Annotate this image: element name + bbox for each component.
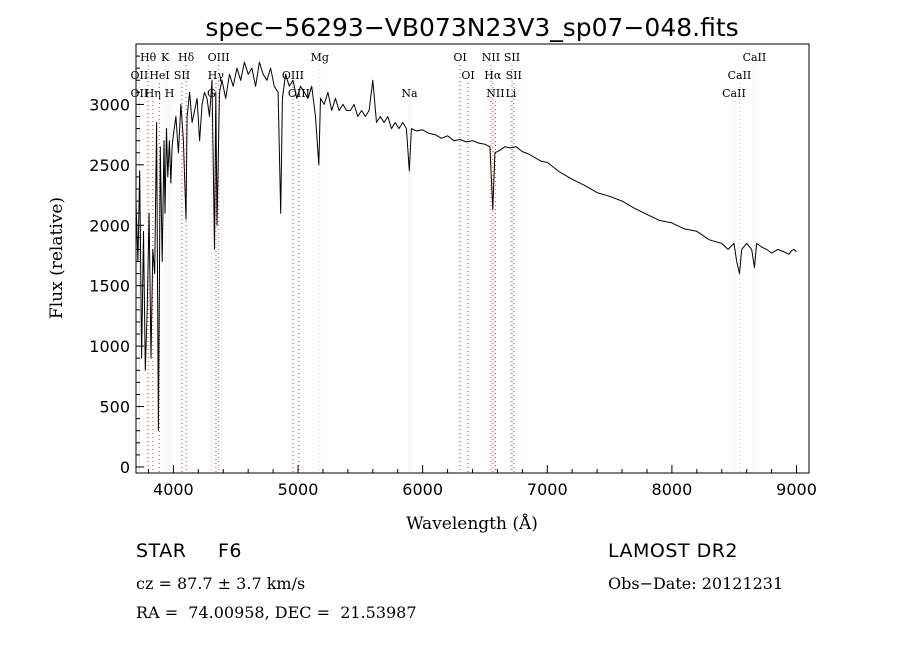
- y-tick-label-4: 2000: [89, 216, 130, 235]
- x-tick-label-5: 9000: [776, 480, 817, 499]
- marker-label-21: SII: [506, 69, 522, 82]
- object-subclass: F6: [218, 540, 243, 562]
- marker-label-22: NII: [486, 87, 504, 100]
- x-tick-label-1: 5000: [278, 480, 319, 499]
- coords-line: RA = 74.00958, DEC = 21.53987: [136, 603, 417, 622]
- y-tick-label-5: 2500: [89, 156, 130, 175]
- y-tick-label-1: 500: [99, 398, 130, 417]
- marker-label-9: OIII: [208, 51, 230, 64]
- marker-label-25: CaII: [728, 69, 752, 82]
- marker-label-6: H: [165, 87, 175, 100]
- y-tick-label-6: 3000: [89, 95, 130, 114]
- y-axis: 0 500 1000 1500 2000 2500 3000: [89, 55, 144, 477]
- marker-label-14: Mg: [311, 51, 329, 64]
- plot-frame: [135, 43, 810, 474]
- marker-label-26: CaII: [722, 87, 746, 100]
- marker-label-1: OII: [131, 69, 149, 82]
- y-tick-label-2: 1000: [89, 337, 130, 356]
- marker-label-23: Li: [505, 87, 516, 100]
- marker-label-8: Hδ: [178, 51, 195, 64]
- marker-label-24: CaII: [743, 51, 767, 64]
- chart-title: spec−56293−VB073N23V3_sp07−048.fits: [205, 13, 738, 42]
- marker-label-15: Na: [401, 87, 418, 100]
- x-tick-label-2: 6000: [402, 480, 443, 499]
- redshift-line: cz = 87.7 ± 3.7 km/s: [136, 574, 306, 593]
- series-layer: [135, 61, 797, 432]
- y-axis-label: Flux (relative): [47, 197, 67, 319]
- marker-label-13: OIII: [288, 87, 310, 100]
- marker-label-10: Hγ: [208, 69, 225, 82]
- obs-date-line: Obs−Date: 20121231: [608, 574, 784, 593]
- x-axis-label: Wavelength (Å): [406, 513, 538, 534]
- marker-label-19: SII: [504, 51, 520, 64]
- marker-label-7: SII: [174, 69, 190, 82]
- marker-label-0: Hθ: [140, 51, 157, 64]
- y-tick-label-0: 0: [120, 458, 130, 477]
- marker-label-18: NII: [482, 51, 500, 64]
- x-tick-label-4: 8000: [652, 480, 693, 499]
- x-tick-label-0: 4000: [153, 480, 194, 499]
- marker-label-2: OII: [131, 87, 149, 100]
- marker-label-16: OI: [453, 51, 466, 64]
- survey-name: LAMOST DR2: [608, 540, 738, 562]
- x-axis: 4000 5000 6000 7000 8000 9000: [147, 465, 817, 499]
- marker-label-5: HeI: [149, 69, 169, 82]
- marker-label-4: Hη: [145, 87, 161, 100]
- x-tick-label-3: 7000: [527, 480, 568, 499]
- object-class: STAR: [136, 540, 187, 562]
- marker-label-17: OI: [461, 69, 474, 82]
- marker-label-20: Hα: [484, 69, 502, 82]
- y-tick-label-3: 1500: [89, 277, 130, 296]
- spectrum-line: [135, 61, 797, 432]
- marker-label-3: K: [161, 51, 170, 64]
